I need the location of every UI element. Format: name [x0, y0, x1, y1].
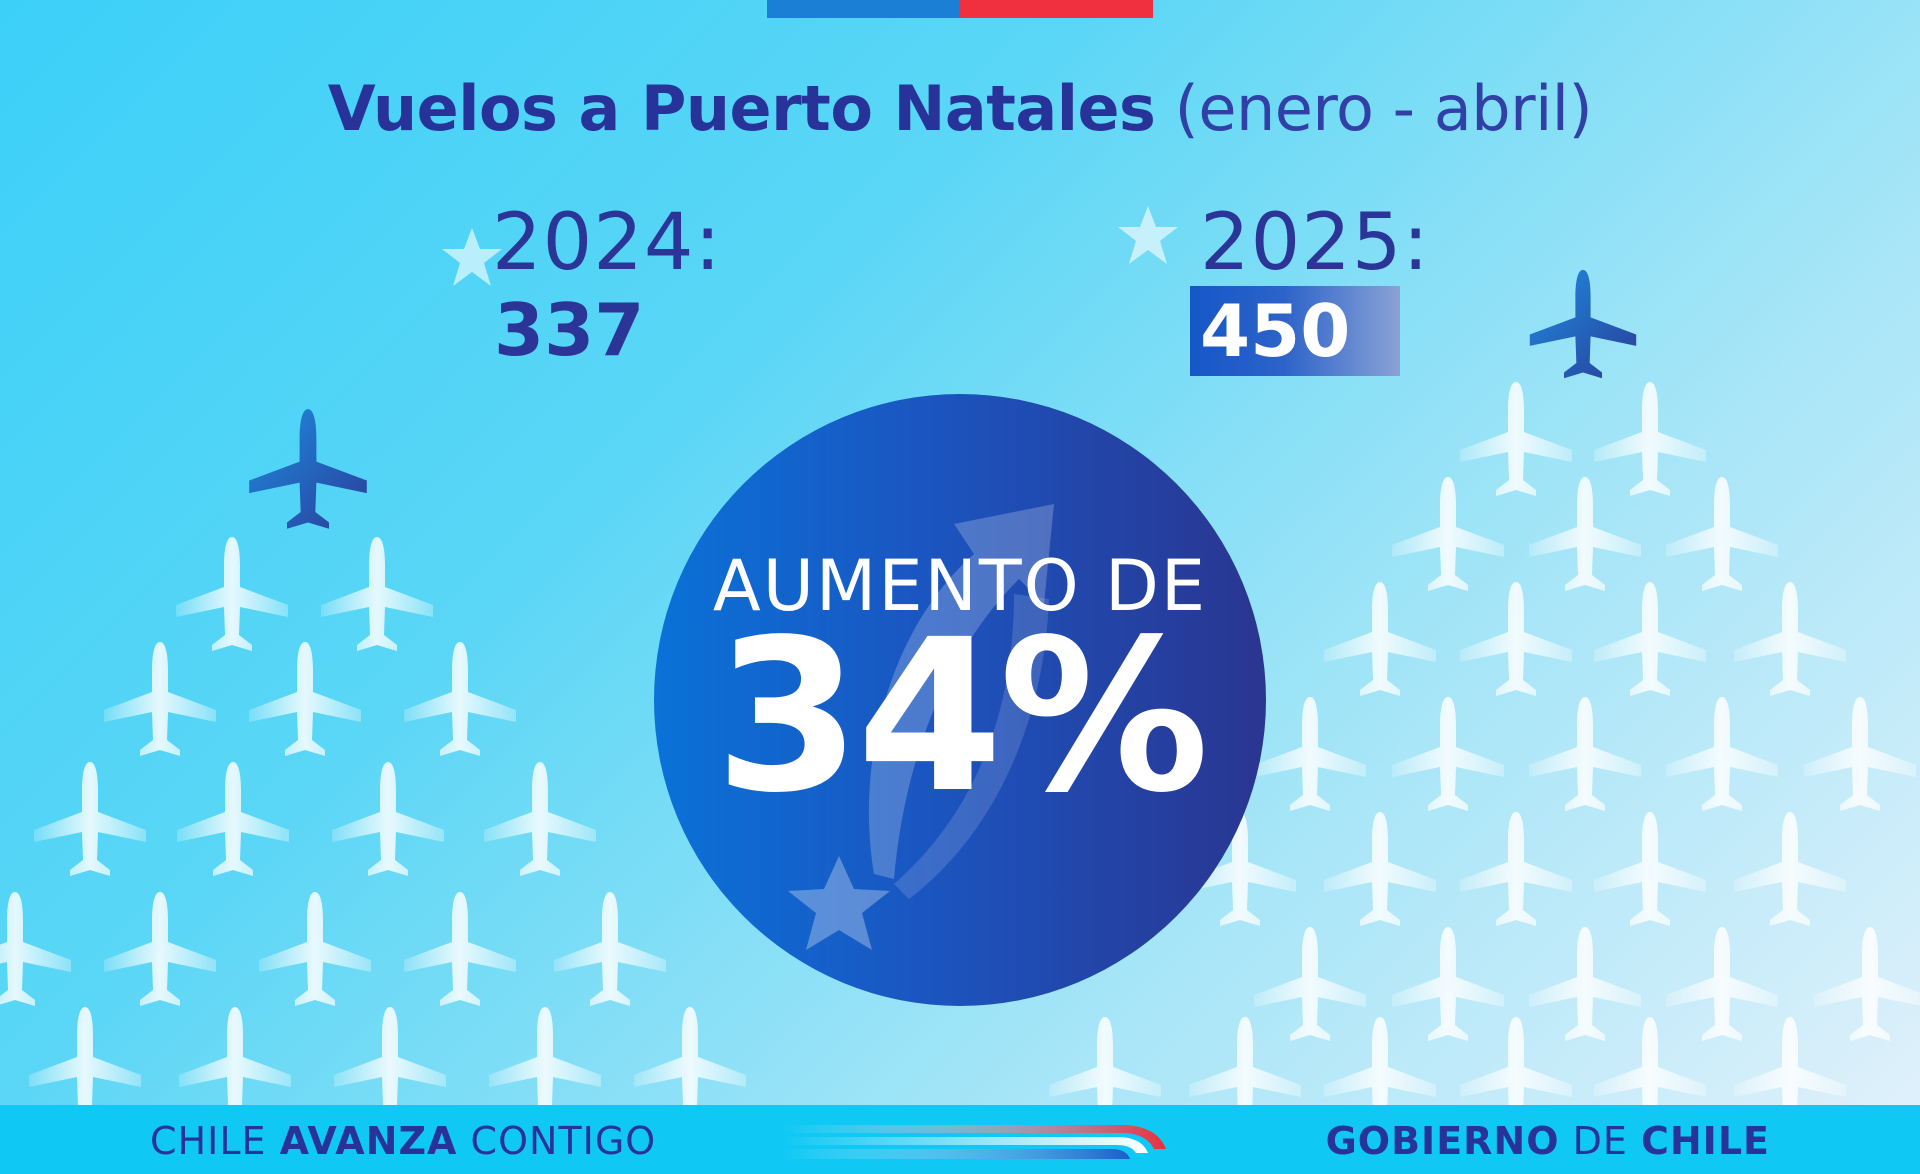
footer-bar: CHILE AVANZA CONTIGO GOBIERNO DE CHILE [0, 1105, 1920, 1174]
count-2025: 450 [1200, 289, 1351, 373]
swoosh-logo [782, 1125, 1166, 1159]
footer-government: GOBIERNO DE CHILE [1326, 1119, 1770, 1163]
increase-circle [654, 394, 1266, 1006]
title-main: Vuelos a Puerto Natales [327, 72, 1156, 145]
page-title: Vuelos a Puerto Natales (enero - abril) [0, 72, 1920, 145]
flag-bar-blue [767, 0, 960, 18]
gov-word-1: GOBIERNO [1325, 1119, 1560, 1163]
footer-slogan: CHILE AVANZA CONTIGO [150, 1119, 656, 1163]
title-period: (enero - abril) [1174, 72, 1593, 145]
left-formation [0, 537, 746, 1105]
gov-word-3: CHILE [1640, 1119, 1770, 1163]
slogan-word-2: AVANZA [279, 1119, 458, 1163]
increase-label: AUMENTO DE [712, 545, 1208, 627]
increase-percentage: 34% [714, 594, 1210, 839]
year-2024-label: 2024: [492, 198, 722, 288]
year-2025-label: 2025: [1200, 198, 1430, 288]
star-icon [442, 228, 502, 286]
count-2025-highlight [1190, 286, 1400, 376]
slogan-word-3: CONTIGO [470, 1119, 657, 1163]
gov-word-2: DE [1572, 1119, 1628, 1163]
lead-airplane-icon-left [249, 409, 367, 529]
lead-airplane-icon-right [1529, 269, 1637, 379]
slogan-word-1: CHILE [150, 1119, 267, 1163]
star-icon [1118, 206, 1178, 264]
flag-bar [767, 0, 1153, 18]
count-2024: 337 [494, 288, 645, 372]
arrow-up-icon [788, 504, 1054, 950]
flag-bar-red [960, 0, 1153, 18]
